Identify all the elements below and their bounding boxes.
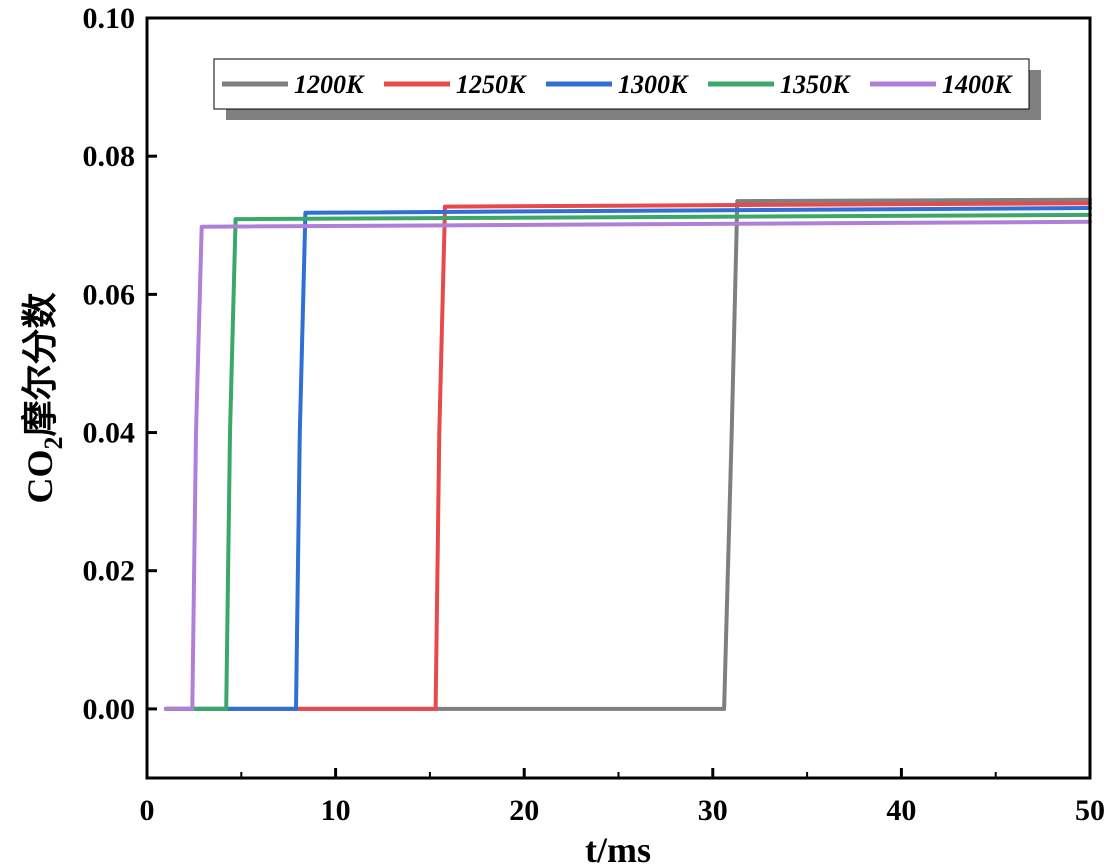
x-tick-label: 40 — [886, 794, 916, 827]
x-tick-label: 30 — [698, 794, 728, 827]
series-line-1400K — [163, 219, 1092, 711]
y-tick-label: 0.02 — [83, 555, 136, 588]
legend-label-1250K: 1250K — [456, 70, 527, 99]
x-tick-label: 10 — [321, 794, 351, 827]
series-line-1250K — [163, 201, 1092, 711]
x-tick-label: 20 — [509, 794, 539, 827]
plot-frame — [145, 16, 1092, 780]
legend-label-1300K: 1300K — [618, 70, 689, 99]
y-tick-label: 0.04 — [83, 417, 136, 450]
series-layer — [163, 197, 1092, 711]
y-axis-title-subscript: 2 — [39, 437, 68, 450]
legend-label-1200K: 1200K — [294, 70, 365, 99]
ticks-layer: 0 10 20 30 40 50 0.00 0.02 0.04 0.06 0.08 0.10 — [83, 2, 1106, 827]
x-tick-label: 0 — [140, 794, 155, 827]
y-tick-label: 0.10 — [83, 2, 136, 35]
y-axis-title-main: CO — [20, 450, 60, 504]
legend: 1200K 1250K 1300K 1350K 1400K — [213, 58, 1041, 120]
series-line-1350K — [163, 212, 1092, 711]
y-tick-label: 0.08 — [83, 140, 136, 173]
series-line-1200K — [163, 197, 1092, 711]
series-line-1300K — [163, 206, 1092, 711]
y-axis-title: CO2摩尔分数 — [20, 292, 68, 503]
x-axis-title: t/ms — [585, 830, 651, 867]
y-axis-title-rest: 摩尔分数 — [20, 292, 60, 436]
y-tick-label: 0.00 — [83, 693, 136, 726]
legend-label-1400K: 1400K — [942, 70, 1013, 99]
x-tick-label: 50 — [1075, 794, 1105, 827]
y-tick-label: 0.06 — [83, 278, 136, 311]
legend-label-1350K: 1350K — [780, 70, 851, 99]
